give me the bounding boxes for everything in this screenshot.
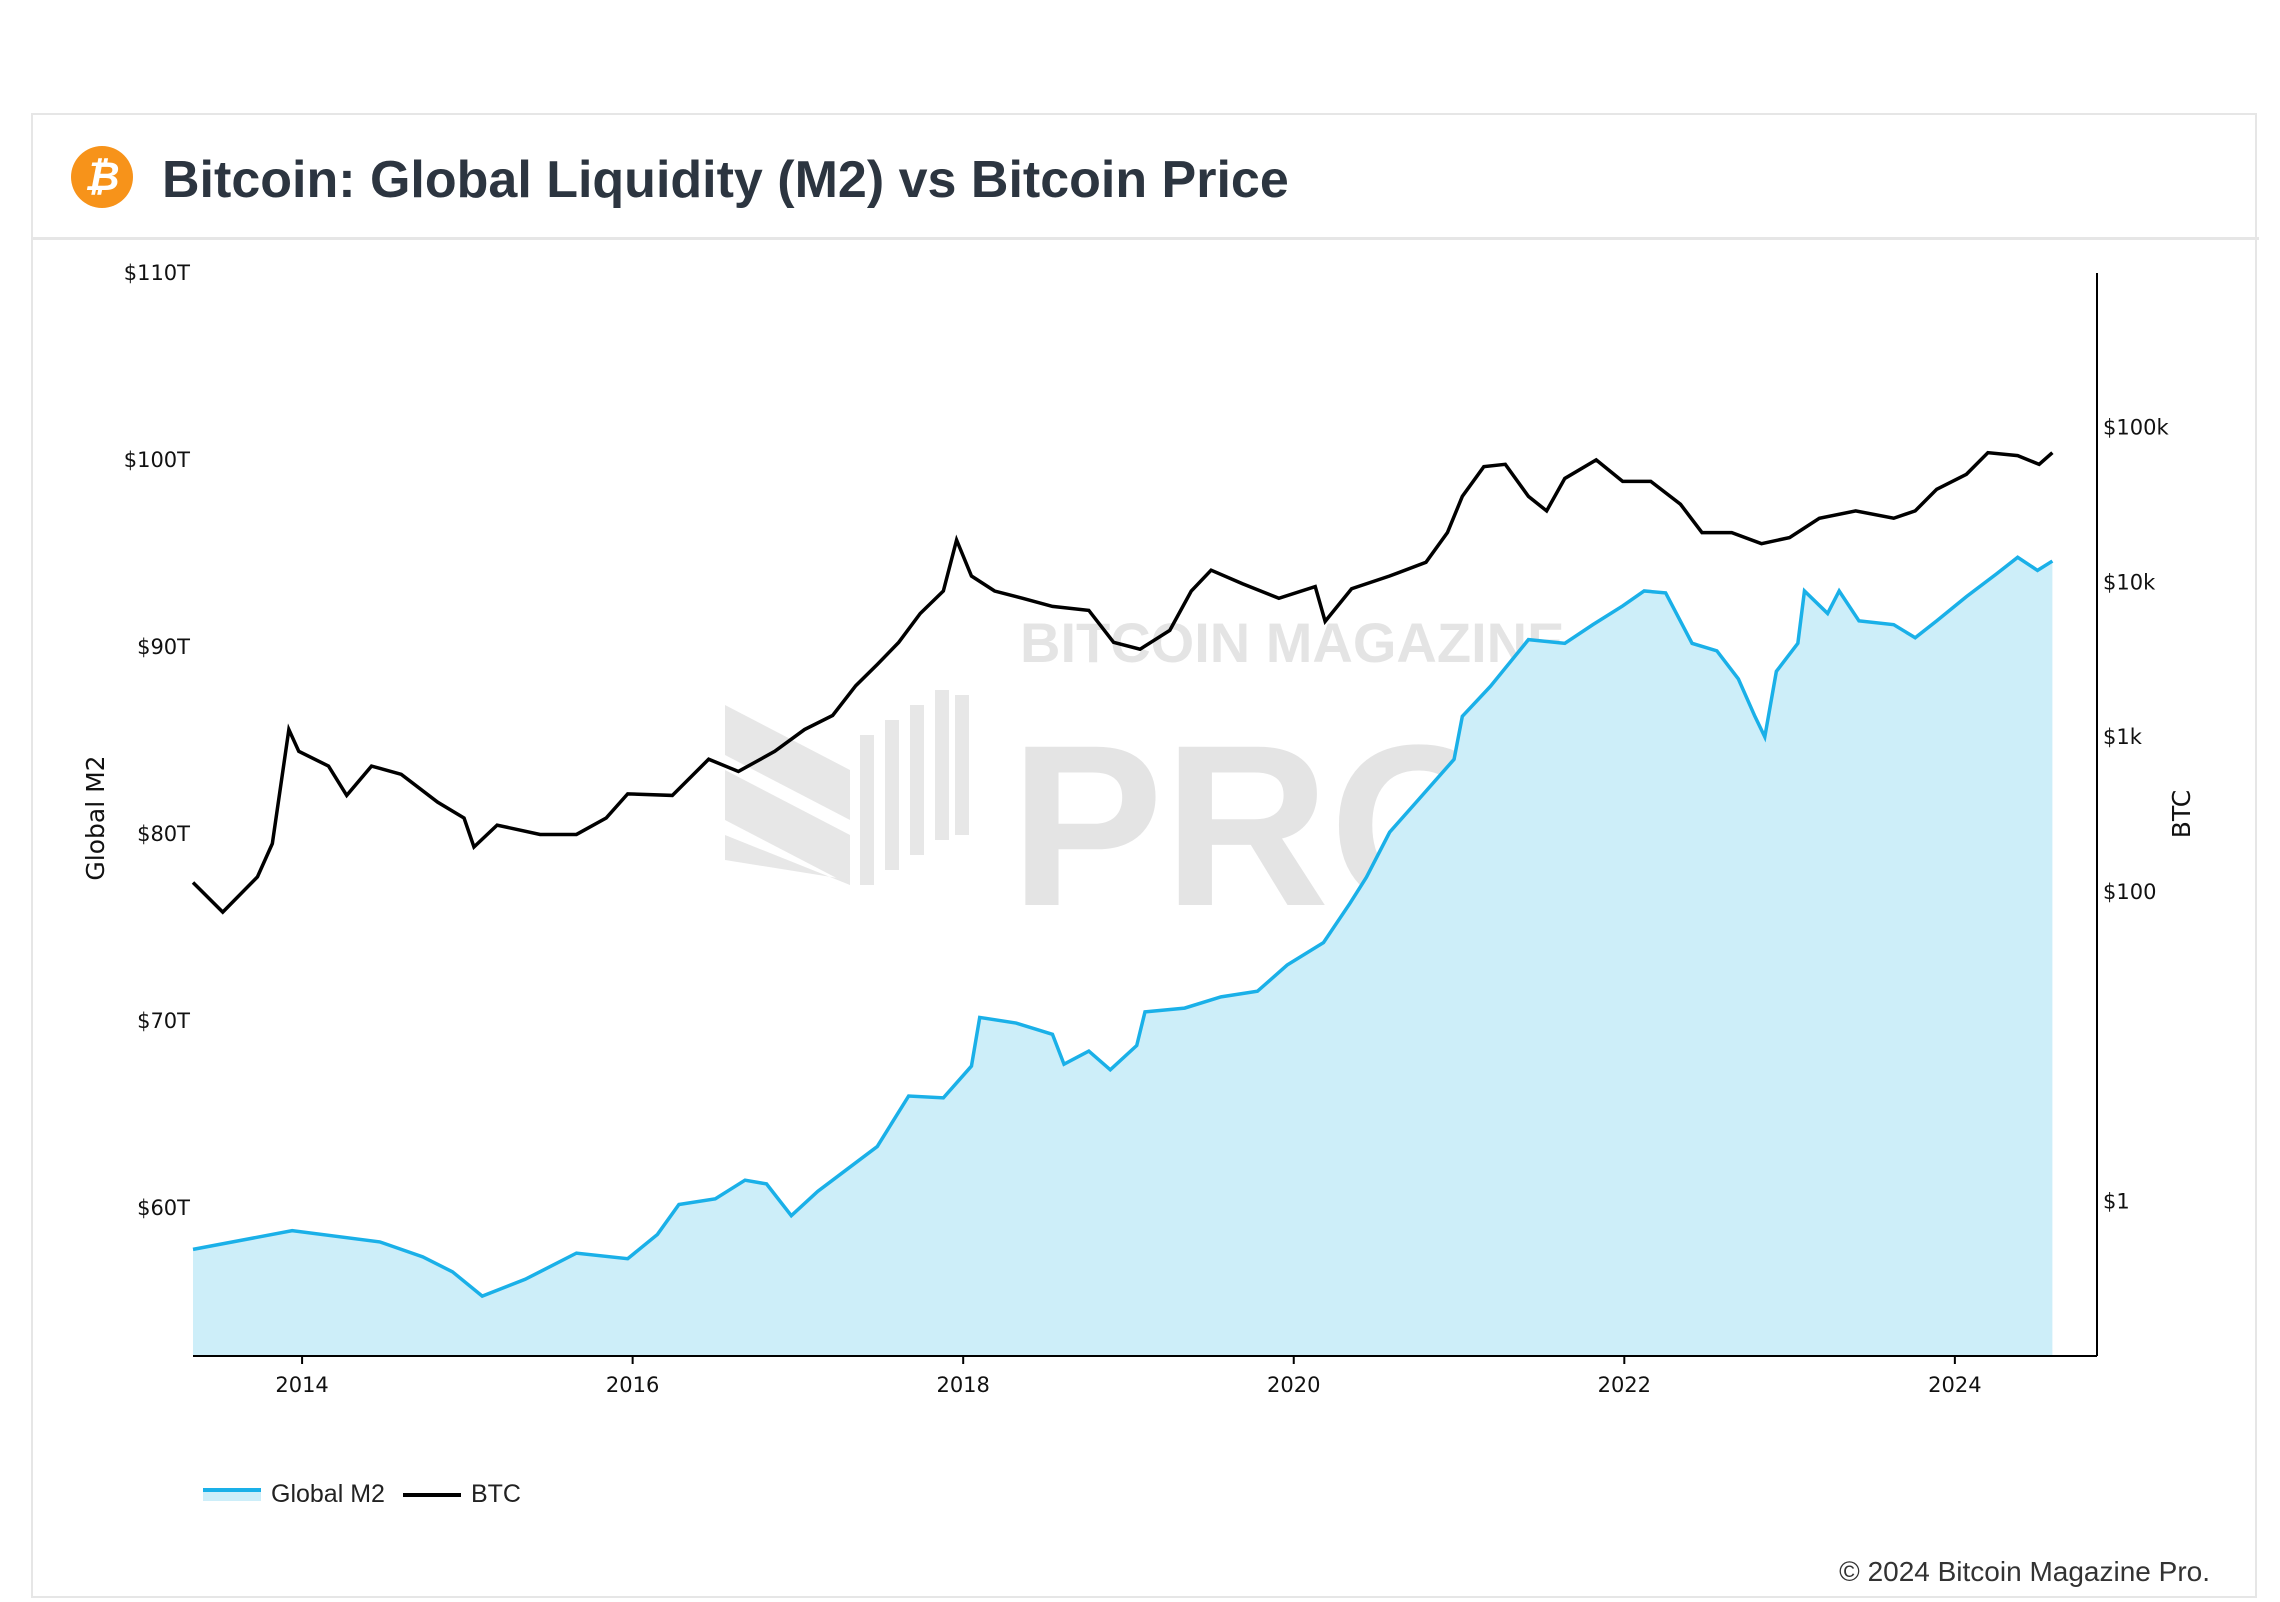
copyright: © 2024 Bitcoin Magazine Pro. [1839,1556,2210,1587]
watermark-line1: BITCOIN MAGAZINE [1020,611,1564,674]
watermark-logo-icon [725,690,969,885]
right-tick-label: $1 [2103,1189,2130,1213]
left-tick-label: $80T [137,822,190,846]
right-axis-label: BTC [2167,790,2196,838]
legend-label-m2[interactable]: Global M2 [271,1480,385,1508]
legend-label-btc[interactable]: BTC [470,1480,521,1508]
x-tick-label: 2022 [1598,1373,1651,1397]
watermark: BITCOIN MAGAZINE PRO [725,611,1564,954]
left-axis-label: Global M2 [81,755,110,880]
bitcoin-icon: ₿ [71,146,133,208]
x-tick-label: 2018 [936,1373,989,1397]
btc-line [191,450,2054,915]
m2-area [193,557,2053,1356]
chart-title: Bitcoin: Global Liquidity (M2) vs Bitcoi… [162,151,1289,209]
x-tick-label: 2020 [1267,1373,1320,1397]
left-tick-label: $60T [137,1196,190,1220]
x-tick-label: 2016 [606,1373,659,1397]
chart-header [31,113,2259,240]
legend-swatch-btc [402,1492,461,1497]
legend: Global M2 BTC [203,1480,521,1509]
right-tick-label: $1k [2103,725,2143,749]
right-tick-label: $100k [2103,416,2169,440]
x-tick-label: 2014 [275,1373,328,1397]
right-tick-label: $100 [2103,880,2156,904]
x-tick-label: 2024 [1928,1373,1981,1397]
left-tick-label: $90T [137,635,190,659]
left-tick-label: $100T [124,448,190,472]
chart-card [31,113,2257,1598]
left-tick-label: $110T [124,261,190,285]
m2-line [192,555,2054,1299]
right-tick-label: $10k [2103,570,2156,594]
left-tick-label: $70T [137,1009,190,1033]
legend-swatch-m2 [203,1488,261,1501]
